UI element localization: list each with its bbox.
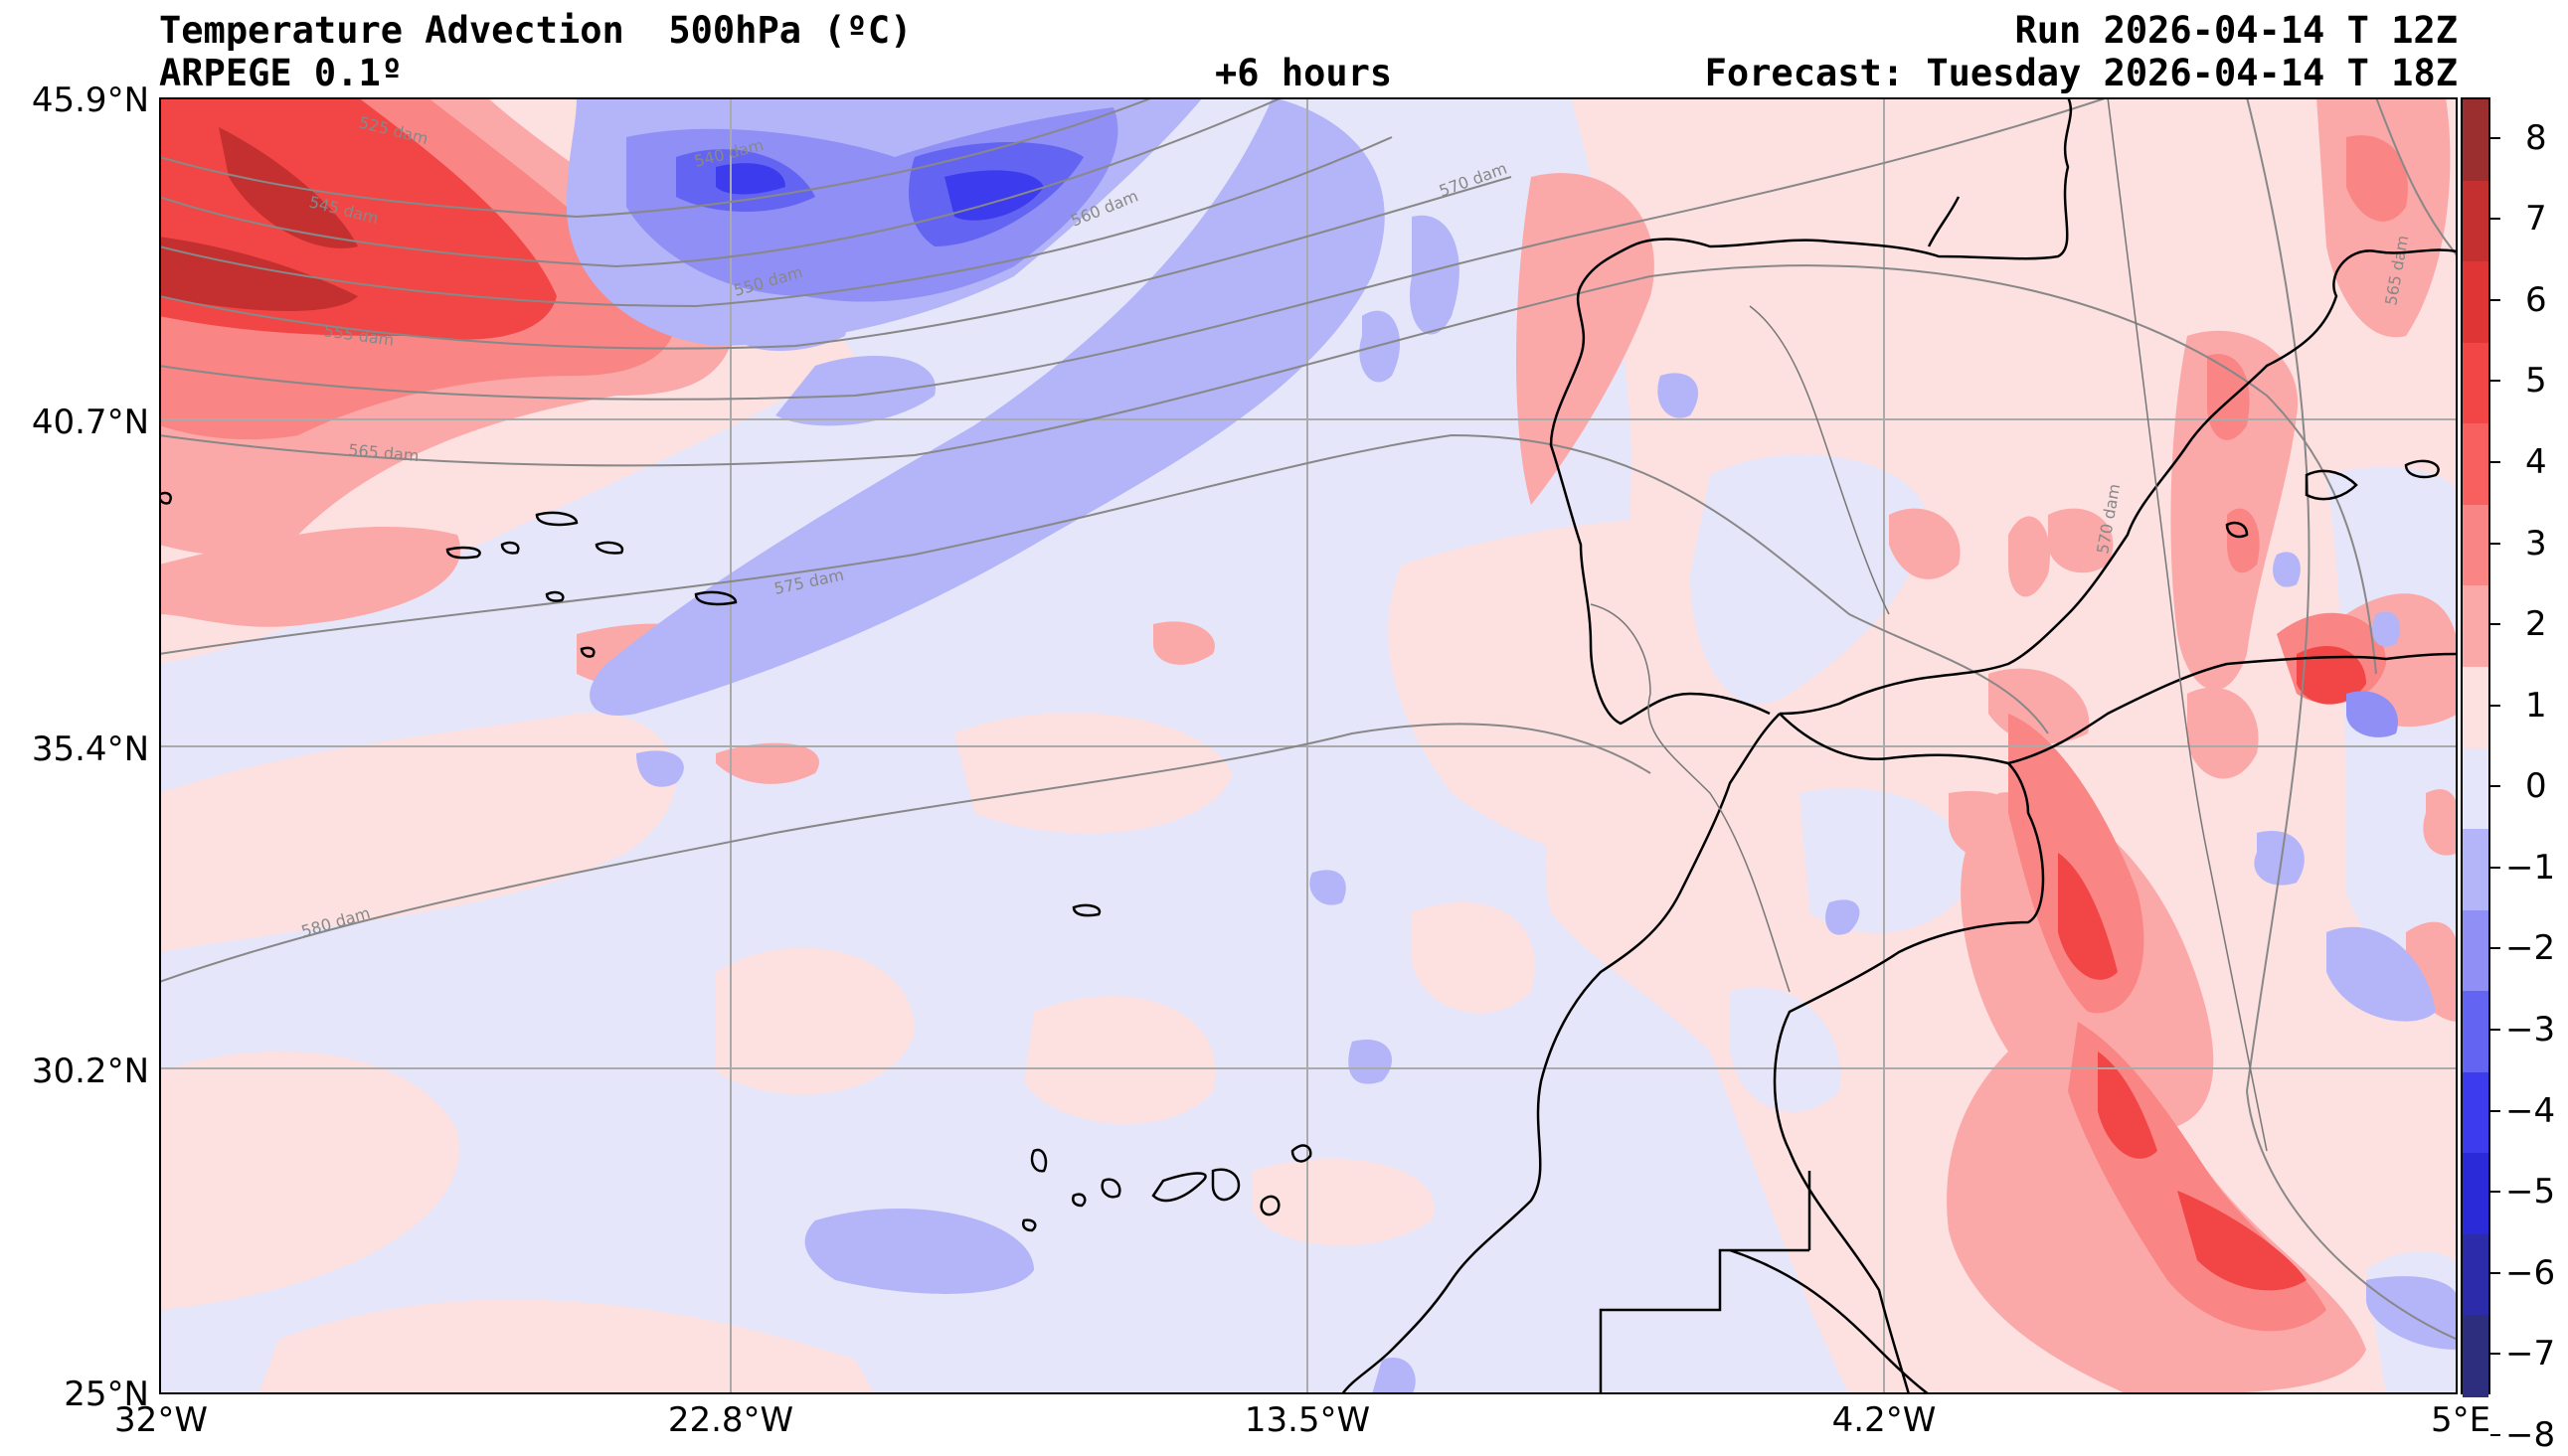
- lat-tick-label: 30.2°N: [31, 1052, 149, 1091]
- colorbar-band: [2463, 1315, 2488, 1397]
- colorbar-band: [2463, 342, 2488, 425]
- colorbar-band: [2463, 99, 2488, 182]
- colorbar: [2461, 97, 2490, 1397]
- colorbar-band: [2463, 423, 2488, 506]
- colorbar-label: 0: [2525, 766, 2547, 807]
- colorbar-label: −6: [2505, 1252, 2556, 1293]
- colorbar-tick: [2490, 461, 2500, 464]
- colorbar-tick: [2490, 1271, 2500, 1274]
- colorbar-tick: [2490, 1191, 2500, 1194]
- colorbar-label: 2: [2525, 604, 2547, 645]
- colorbar-label: 1: [2525, 685, 2547, 726]
- warm-peak-areas: [159, 127, 358, 311]
- colorbar-label: 3: [2525, 523, 2547, 564]
- colorbar-tick: [2490, 866, 2500, 869]
- colorbar-band: [2463, 585, 2488, 668]
- colorbar-label: 5: [2525, 361, 2547, 402]
- colorbar-tick: [2490, 704, 2500, 707]
- colorbar-tick: [2490, 380, 2500, 383]
- country-borders: [1590, 97, 2268, 1152]
- colorbar-label: −2: [2505, 928, 2556, 969]
- colorbar-band: [2463, 909, 2488, 993]
- colorbar-band: [2463, 504, 2488, 587]
- colorbar-tick: [2490, 947, 2500, 950]
- lon-tick-label: 4.2°W: [1831, 1400, 1937, 1440]
- colorbar-band: [2463, 1071, 2488, 1155]
- geopotential-contours: [159, 97, 2458, 1341]
- colorbar-label: −5: [2505, 1172, 2556, 1213]
- colorbar-band: [2463, 829, 2488, 911]
- colorbar-tick: [2490, 542, 2500, 545]
- colorbar-label: −3: [2505, 1009, 2556, 1050]
- graticule: [159, 97, 2458, 1394]
- cold-peak-areas: [716, 163, 1044, 221]
- colorbar-band: [2463, 666, 2488, 749]
- advection-map[interactable]: 525 dam 540 dam 545 dam 550 dam 555 dam …: [159, 97, 2458, 1394]
- colorbar-tick: [2490, 298, 2500, 301]
- model-name: ARPEGE 0.1º: [159, 52, 404, 94]
- colorbar-band: [2463, 747, 2488, 831]
- lon-tick-label: 32°W: [114, 1400, 208, 1440]
- colorbar-tick: [2490, 1109, 2500, 1112]
- lat-tick-label: 25°N: [64, 1375, 149, 1414]
- lat-tick-label: 35.4°N: [31, 729, 149, 769]
- colorbar-band: [2463, 1233, 2488, 1317]
- colorbar-band: [2463, 180, 2488, 263]
- colorbar-label: −1: [2505, 847, 2556, 888]
- lat-tick-label: 45.9°N: [31, 81, 149, 120]
- colorbar-label: −7: [2505, 1334, 2556, 1375]
- colorbar-band: [2463, 261, 2488, 344]
- colorbar-tick: [2490, 218, 2500, 221]
- colorbar-band: [2463, 991, 2488, 1073]
- colorbar-label: −4: [2505, 1090, 2556, 1131]
- coastlines: [159, 97, 2458, 1394]
- colorbar-tick: [2490, 136, 2500, 139]
- colorbar-tick: [2490, 1433, 2500, 1436]
- colorbar-tick: [2490, 785, 2500, 788]
- lat-tick-label: 40.7°N: [31, 403, 149, 442]
- forecast-time: Forecast: Tuesday 2026-04-14 T 18Z: [1704, 52, 2458, 94]
- colorbar-label: 7: [2525, 199, 2547, 240]
- run-time: Run 2026-04-14 T 12Z: [2014, 9, 2458, 52]
- colorbar-label: 6: [2525, 279, 2547, 320]
- colorbar-tick: [2490, 1028, 2500, 1031]
- colorbar-tick: [2490, 623, 2500, 626]
- lead-time: +6 hours: [1215, 52, 1393, 94]
- colorbar-label: 4: [2525, 442, 2547, 483]
- colorbar-tick: [2490, 1353, 2500, 1356]
- lon-tick-label: 5°E: [2430, 1400, 2491, 1440]
- colorbar-band: [2463, 1153, 2488, 1235]
- colorbar-label: −8: [2505, 1414, 2556, 1455]
- map-title: Temperature Advection 500hPa (ºC): [159, 9, 913, 52]
- lon-tick-label: 22.8°W: [667, 1400, 794, 1440]
- colorbar-label: 8: [2525, 117, 2547, 158]
- lon-tick-label: 13.5°W: [1244, 1400, 1371, 1440]
